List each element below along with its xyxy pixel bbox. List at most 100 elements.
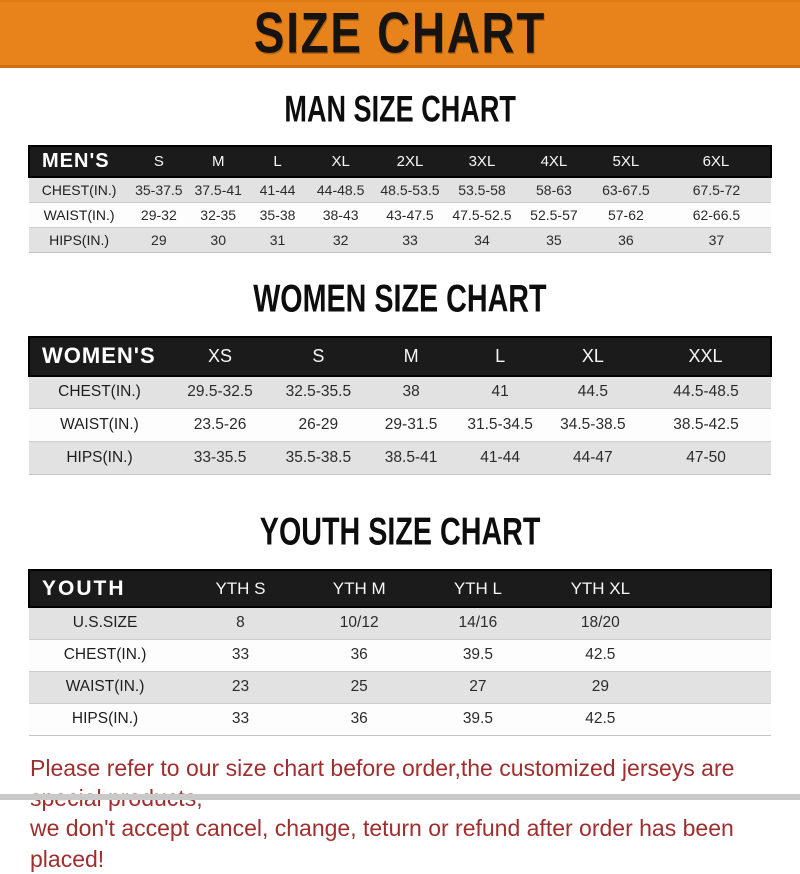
row-label: HIPS(IN.) <box>71 710 139 727</box>
men-section-heading: MAN SIZE CHART <box>0 87 800 130</box>
table-row: CHEST(IN.) 33 36 39.5 42.5 <box>29 639 771 671</box>
size-cell: 38.5-42.5 <box>673 416 739 433</box>
size-cell: 18/20 <box>580 614 620 632</box>
size-cell: 10/12 <box>339 614 379 632</box>
size-cell: 44-48.5 <box>316 181 365 198</box>
size-cell: 23.5-26 <box>193 416 247 433</box>
row-label: CHEST(IN.) <box>41 181 117 198</box>
size-cell: 29 <box>591 678 609 695</box>
table-corner-label: WOMEN'S <box>42 343 156 368</box>
table-row: WAIST(IN.) 23 25 27 29 <box>29 671 771 703</box>
size-cell: 32 <box>332 231 349 248</box>
size-cell: 34 <box>474 231 490 248</box>
size-cell: 25 <box>350 678 368 695</box>
size-cell: 33-35.5 <box>193 449 247 466</box>
size-cell: 29.5-32.5 <box>187 383 253 401</box>
size-cell: 30 <box>210 231 226 248</box>
size-column-header: XXL <box>688 345 723 366</box>
size-column-header: YTH S <box>215 578 266 598</box>
size-column-header: 5XL <box>612 153 640 170</box>
size-cell: 36 <box>618 231 634 248</box>
size-cell: 48.5-53.5 <box>380 181 440 198</box>
size-cell: 36 <box>350 646 368 663</box>
size-column-header: 4XL <box>540 153 568 170</box>
bottom-edge-strip <box>0 794 800 800</box>
size-cell: 44-47 <box>573 449 613 466</box>
table-corner-label: MEN'S <box>42 150 110 172</box>
size-cell: 42.5 <box>585 646 616 663</box>
size-cell: 31.5-34.5 <box>467 416 533 433</box>
size-cell: 35-38 <box>259 206 296 223</box>
size-cell: 32-35 <box>200 206 237 223</box>
table-row: HIPS(IN.) 29 30 31 32 33 34 35 36 37 <box>29 227 771 252</box>
table-row: HIPS(IN.) 33 36 39.5 42.5 <box>29 703 771 735</box>
row-filler-cell <box>663 671 771 703</box>
size-cell: 41 <box>491 383 509 401</box>
size-cell: 42.5 <box>585 710 616 727</box>
youth-size-section: YOUTH SIZE CHART YOUTH YTH S YTH M YTH L YTH… <box>0 510 800 736</box>
size-cell: 58-63 <box>536 181 572 198</box>
size-chart-banner: SIZE CHART <box>0 0 800 68</box>
header-filler-cell <box>663 570 771 607</box>
size-cell: 44.5-48.5 <box>673 383 739 401</box>
row-filler-cell <box>663 607 771 639</box>
row-label: HIPS(IN.) <box>66 449 133 466</box>
order-policy-line-1: Please refer to our size chart before or… <box>30 754 735 811</box>
size-cell: 53.5-58 <box>458 181 506 198</box>
size-cell: 47.5-52.5 <box>452 206 512 223</box>
size-cell: 39.5 <box>462 646 493 663</box>
size-cell: 26-29 <box>298 416 339 433</box>
men-size-table: MEN'S S M L XL 2XL 3XL 4XL 5XL 6XL CHEST(IN.) 35-37… <box>28 145 772 253</box>
size-column-header: M <box>403 345 419 366</box>
row-label: CHEST(IN.) <box>63 646 147 663</box>
size-cell: 63-67.5 <box>602 181 650 198</box>
men-section-heading-text: MAN SIZE CHART <box>284 87 516 130</box>
women-section-heading: WOMEN SIZE CHART <box>0 276 800 320</box>
size-column-header: YTH L <box>453 578 502 598</box>
size-column-header: XL <box>581 345 604 366</box>
size-cell: 38 <box>402 383 420 401</box>
size-column-header: M <box>211 153 225 170</box>
table-corner-label: YOUTH <box>42 576 126 600</box>
size-cell: 67.5-72 <box>692 181 741 198</box>
size-header-row: YOUTH YTH S YTH M YTH L YTH XL <box>29 570 771 607</box>
size-cell: 35 <box>546 231 562 248</box>
size-cell: 33 <box>231 710 250 727</box>
size-header-row: WOMEN'S XS S M L XL XXL <box>29 336 771 376</box>
size-cell: 29-32 <box>140 206 177 223</box>
size-cell: 41-44 <box>480 449 520 466</box>
table-row: CHEST(IN.) 35-37.5 37.5-41 41-44 44-48.5 48.5… <box>29 177 771 202</box>
size-column-header: L <box>495 345 506 366</box>
size-cell: 32.5-35.5 <box>285 383 352 401</box>
row-filler-cell <box>663 639 771 671</box>
size-cell: 41-44 <box>259 181 296 198</box>
table-row: WAIST(IN.) 23.5-26 26-29 29-31.5 31.5-34.5 34… <box>29 408 771 442</box>
size-cell: 34.5-38.5 <box>560 416 626 433</box>
size-cell: 37 <box>708 231 725 248</box>
table-row: HIPS(IN.) 33-35.5 35.5-38.5 38.5-41 41-44 44-… <box>29 441 771 475</box>
size-cell: 14/16 <box>458 614 498 632</box>
size-cell: 36 <box>350 710 368 727</box>
row-filler-cell <box>663 703 771 735</box>
size-cell: 44.5 <box>577 383 608 401</box>
size-column-header: L <box>273 153 282 170</box>
size-column-header: 2XL <box>396 153 424 170</box>
size-cell: 8 <box>236 614 245 632</box>
size-column-header: XS <box>208 345 233 366</box>
size-cell: 38.5-41 <box>384 449 438 466</box>
size-column-header: S <box>312 345 325 366</box>
size-cell: 35.5-38.5 <box>285 449 352 466</box>
row-label: WAIST(IN.) <box>43 206 115 223</box>
table-row: U.S.SIZE 8 10/12 14/16 18/20 <box>29 607 771 639</box>
size-column-header: YTH XL <box>570 578 631 598</box>
order-policy-note: Please refer to our size chart before or… <box>0 753 800 874</box>
size-column-header: 3XL <box>468 153 496 170</box>
size-header-row: MEN'S S M L XL 2XL 3XL 4XL 5XL 6XL <box>29 146 771 177</box>
size-cell: 23 <box>231 678 250 695</box>
youth-section-heading: YOUTH SIZE CHART <box>0 510 800 554</box>
size-cell: 33 <box>231 646 250 663</box>
row-label: WAIST(IN.) <box>60 416 139 433</box>
size-column-header: 6XL <box>702 153 730 170</box>
youth-size-table: YOUTH YTH S YTH M YTH L YTH XL U.S.SIZE 8 10/12… <box>28 569 772 736</box>
size-cell: 31 <box>269 231 286 248</box>
